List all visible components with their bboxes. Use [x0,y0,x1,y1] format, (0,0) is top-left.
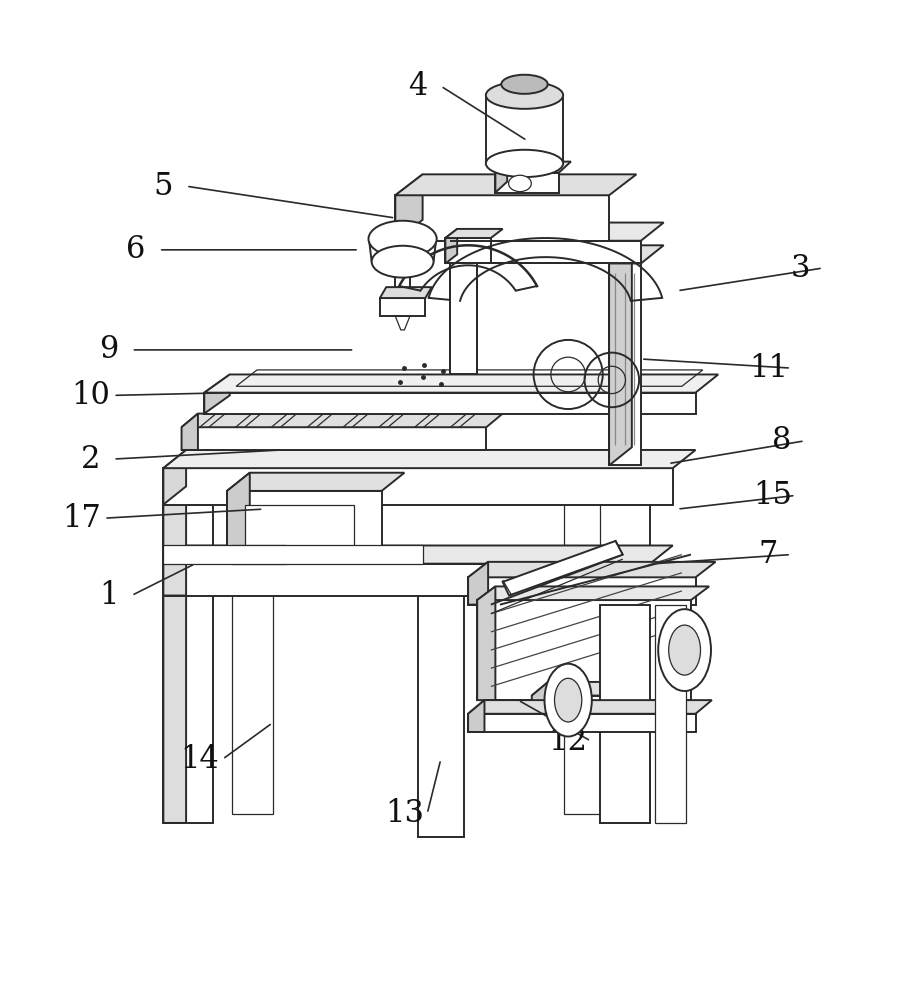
Text: 9: 9 [99,334,118,365]
Polygon shape [477,586,710,600]
Polygon shape [610,263,641,465]
Text: 17: 17 [62,503,101,534]
Polygon shape [468,562,488,605]
Polygon shape [450,223,664,241]
Polygon shape [380,298,425,316]
Text: 7: 7 [758,539,778,570]
Polygon shape [468,714,696,732]
Polygon shape [564,495,600,814]
Polygon shape [242,548,252,561]
Text: 6: 6 [127,234,146,265]
Text: 4: 4 [409,71,428,102]
Polygon shape [231,545,286,564]
Polygon shape [163,486,186,823]
Polygon shape [496,162,508,193]
Polygon shape [227,491,382,564]
Polygon shape [205,374,718,393]
Ellipse shape [668,625,700,675]
Polygon shape [445,238,491,263]
Polygon shape [227,473,405,491]
Polygon shape [272,548,281,561]
Polygon shape [205,374,230,414]
Polygon shape [610,245,632,465]
Polygon shape [163,468,673,505]
Polygon shape [468,562,715,577]
Polygon shape [450,223,473,263]
Polygon shape [182,414,503,427]
Polygon shape [532,682,548,727]
Polygon shape [600,505,650,823]
Polygon shape [600,486,673,505]
Polygon shape [496,162,571,173]
Ellipse shape [486,82,563,109]
Polygon shape [396,316,409,330]
Polygon shape [496,173,559,193]
Polygon shape [245,505,354,550]
Ellipse shape [658,609,711,691]
Polygon shape [468,700,711,714]
Ellipse shape [501,75,548,94]
Polygon shape [532,682,621,696]
Polygon shape [477,586,496,700]
Polygon shape [182,427,487,450]
Polygon shape [163,450,186,505]
Polygon shape [532,696,605,727]
Ellipse shape [368,221,437,257]
Polygon shape [468,577,696,605]
Polygon shape [396,174,636,195]
Polygon shape [450,241,641,263]
Polygon shape [396,174,422,241]
Polygon shape [380,287,431,298]
Polygon shape [163,564,650,596]
Polygon shape [163,545,422,564]
Ellipse shape [372,246,433,278]
Polygon shape [163,450,696,468]
Polygon shape [655,605,687,823]
Ellipse shape [544,664,592,737]
Text: 2: 2 [81,444,100,475]
Ellipse shape [554,678,582,722]
Polygon shape [205,393,696,414]
Text: 11: 11 [749,353,788,384]
Polygon shape [396,195,610,241]
Ellipse shape [486,150,563,177]
Polygon shape [445,229,457,263]
Polygon shape [163,505,213,823]
Text: 15: 15 [754,480,792,511]
Text: 14: 14 [180,744,219,775]
Text: 3: 3 [790,253,810,284]
Text: 1: 1 [99,580,118,611]
Polygon shape [477,600,691,700]
Polygon shape [163,545,673,564]
Polygon shape [418,596,464,837]
Text: 13: 13 [385,798,424,829]
Polygon shape [231,491,273,814]
Polygon shape [182,414,198,450]
Text: 5: 5 [153,171,174,202]
Polygon shape [163,486,236,505]
Text: 10: 10 [72,380,110,411]
Polygon shape [227,473,250,564]
Polygon shape [257,548,266,561]
Polygon shape [450,263,477,374]
Polygon shape [445,229,503,238]
Polygon shape [163,545,186,596]
Ellipse shape [509,175,532,192]
Polygon shape [468,700,485,732]
Text: 12: 12 [549,726,588,757]
Polygon shape [600,605,650,823]
Polygon shape [610,245,664,263]
Polygon shape [503,541,622,596]
Text: 8: 8 [772,425,791,456]
